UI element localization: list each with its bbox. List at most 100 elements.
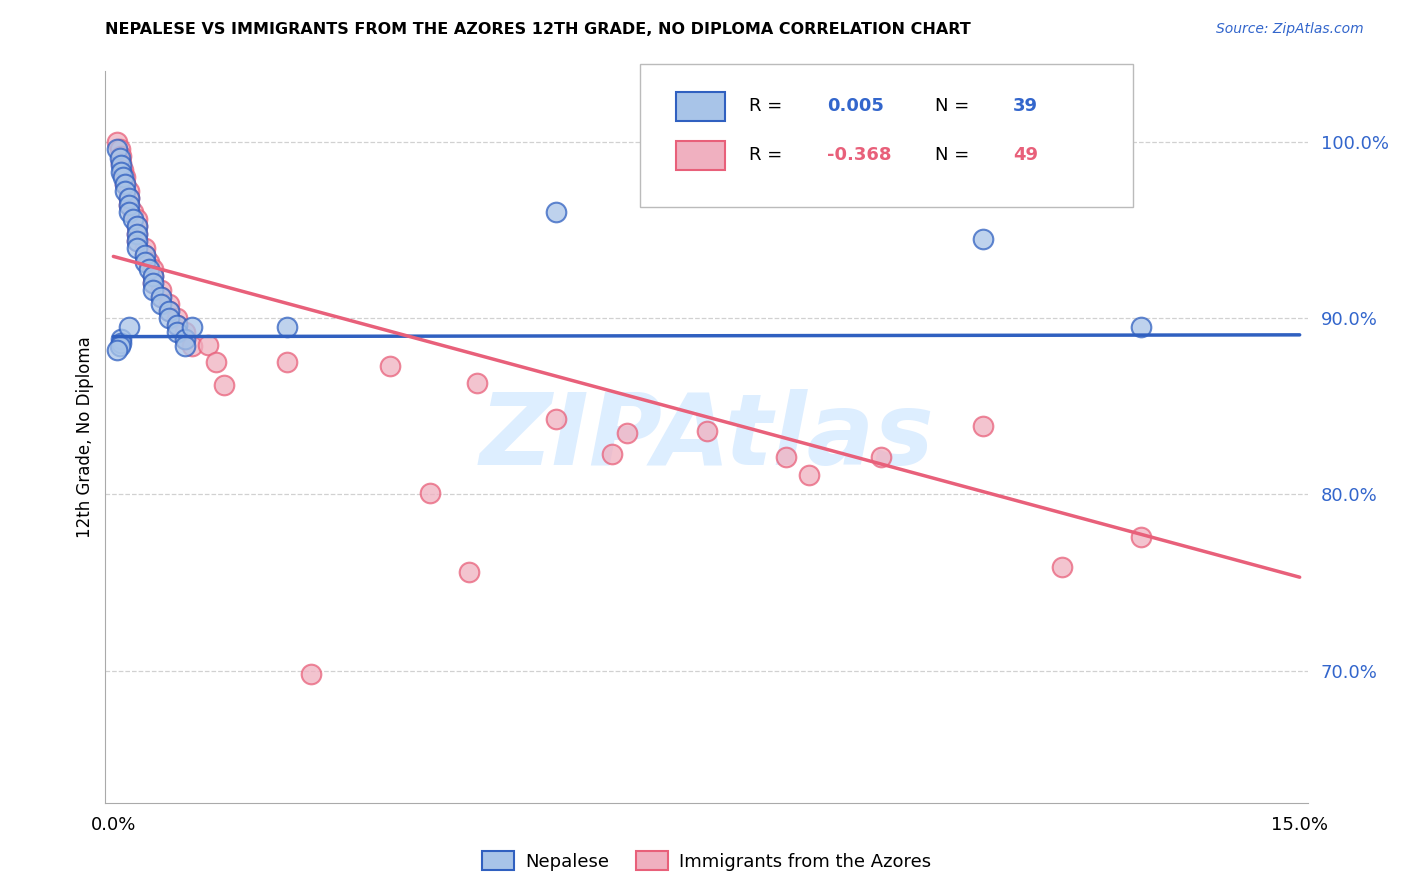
Point xyxy=(419,485,441,500)
Point xyxy=(696,424,718,438)
FancyBboxPatch shape xyxy=(676,141,724,170)
Point xyxy=(118,320,141,334)
Point xyxy=(299,667,322,681)
Point xyxy=(166,318,188,333)
Point xyxy=(110,156,132,170)
Point xyxy=(157,297,180,311)
Point xyxy=(149,290,172,304)
Y-axis label: 12th Grade, No Diploma: 12th Grade, No Diploma xyxy=(76,336,94,538)
Point xyxy=(972,418,994,433)
Point xyxy=(142,268,165,283)
Point xyxy=(173,339,195,353)
Point xyxy=(458,565,481,579)
Point xyxy=(149,283,172,297)
Point xyxy=(118,205,141,219)
Point xyxy=(138,261,160,276)
Point xyxy=(149,290,172,304)
Point xyxy=(181,339,204,353)
Point xyxy=(118,198,141,212)
FancyBboxPatch shape xyxy=(640,64,1133,207)
Point xyxy=(110,165,132,179)
Point xyxy=(173,325,195,339)
Point xyxy=(127,227,149,241)
Point xyxy=(181,320,204,334)
Point xyxy=(110,332,132,346)
Point xyxy=(869,450,891,465)
Point xyxy=(173,332,195,346)
Point xyxy=(127,219,149,234)
Point xyxy=(212,378,235,392)
Point xyxy=(127,234,149,248)
Point xyxy=(105,343,128,357)
Point xyxy=(799,467,821,482)
Point xyxy=(465,376,488,391)
Point xyxy=(616,425,638,440)
Point xyxy=(105,135,128,149)
Point xyxy=(134,254,156,268)
Point xyxy=(134,241,156,255)
Text: -0.368: -0.368 xyxy=(827,146,891,164)
Point xyxy=(108,151,131,165)
Point xyxy=(546,411,568,425)
Text: Source: ZipAtlas.com: Source: ZipAtlas.com xyxy=(1216,22,1364,37)
Text: N =: N = xyxy=(935,146,974,164)
Point xyxy=(775,450,797,465)
Point xyxy=(1052,559,1074,574)
Point xyxy=(276,320,298,334)
Point xyxy=(118,184,141,198)
Point xyxy=(108,142,131,156)
Text: 0.005: 0.005 xyxy=(827,97,883,115)
Legend: Nepalese, Immigrants from the Azores: Nepalese, Immigrants from the Azores xyxy=(474,844,939,878)
Point xyxy=(166,311,188,326)
Point xyxy=(1130,320,1153,334)
Point xyxy=(127,212,149,227)
FancyBboxPatch shape xyxy=(676,92,724,121)
Point xyxy=(110,335,132,350)
Point xyxy=(127,219,149,234)
Point xyxy=(205,355,228,369)
Point xyxy=(111,170,134,185)
Point xyxy=(114,177,136,191)
Point xyxy=(166,325,188,339)
Point xyxy=(127,234,149,248)
Text: ZIPAtlas: ZIPAtlas xyxy=(479,389,934,485)
Point xyxy=(380,359,402,373)
Point xyxy=(276,355,298,369)
Point xyxy=(173,332,195,346)
Text: R =: R = xyxy=(748,97,787,115)
Point xyxy=(114,184,136,198)
Point xyxy=(118,191,141,205)
Point xyxy=(110,149,132,163)
Point xyxy=(972,232,994,246)
Text: NEPALESE VS IMMIGRANTS FROM THE AZORES 12TH GRADE, NO DIPLOMA CORRELATION CHART: NEPALESE VS IMMIGRANTS FROM THE AZORES 1… xyxy=(105,22,972,37)
Point xyxy=(600,447,623,461)
Point xyxy=(122,212,145,227)
Point xyxy=(122,205,145,219)
Point xyxy=(142,283,165,297)
Point xyxy=(134,247,156,261)
Point xyxy=(108,339,131,353)
Point xyxy=(114,170,136,185)
Point xyxy=(142,276,165,290)
Text: R =: R = xyxy=(748,146,787,164)
Point xyxy=(149,297,172,311)
Point xyxy=(166,318,188,333)
Point xyxy=(197,337,219,351)
Point xyxy=(157,311,180,326)
Point xyxy=(157,304,180,318)
Point xyxy=(138,254,160,268)
Text: 39: 39 xyxy=(1014,97,1038,115)
Text: N =: N = xyxy=(935,97,974,115)
Point xyxy=(127,227,149,241)
Point xyxy=(118,191,141,205)
Point xyxy=(1130,530,1153,544)
Point xyxy=(105,142,128,156)
Text: 49: 49 xyxy=(1014,146,1038,164)
Point xyxy=(157,304,180,318)
Point xyxy=(114,177,136,191)
Point xyxy=(118,198,141,212)
Point xyxy=(111,163,134,178)
Point xyxy=(142,276,165,290)
Point xyxy=(142,268,165,283)
Point xyxy=(134,247,156,261)
